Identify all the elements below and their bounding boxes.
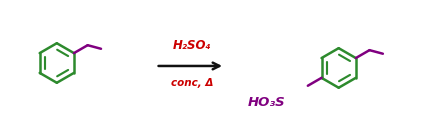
Text: HO₃S: HO₃S	[247, 96, 285, 109]
Text: conc, Δ: conc, Δ	[171, 78, 213, 88]
Text: H₂SO₄: H₂SO₄	[173, 39, 212, 52]
